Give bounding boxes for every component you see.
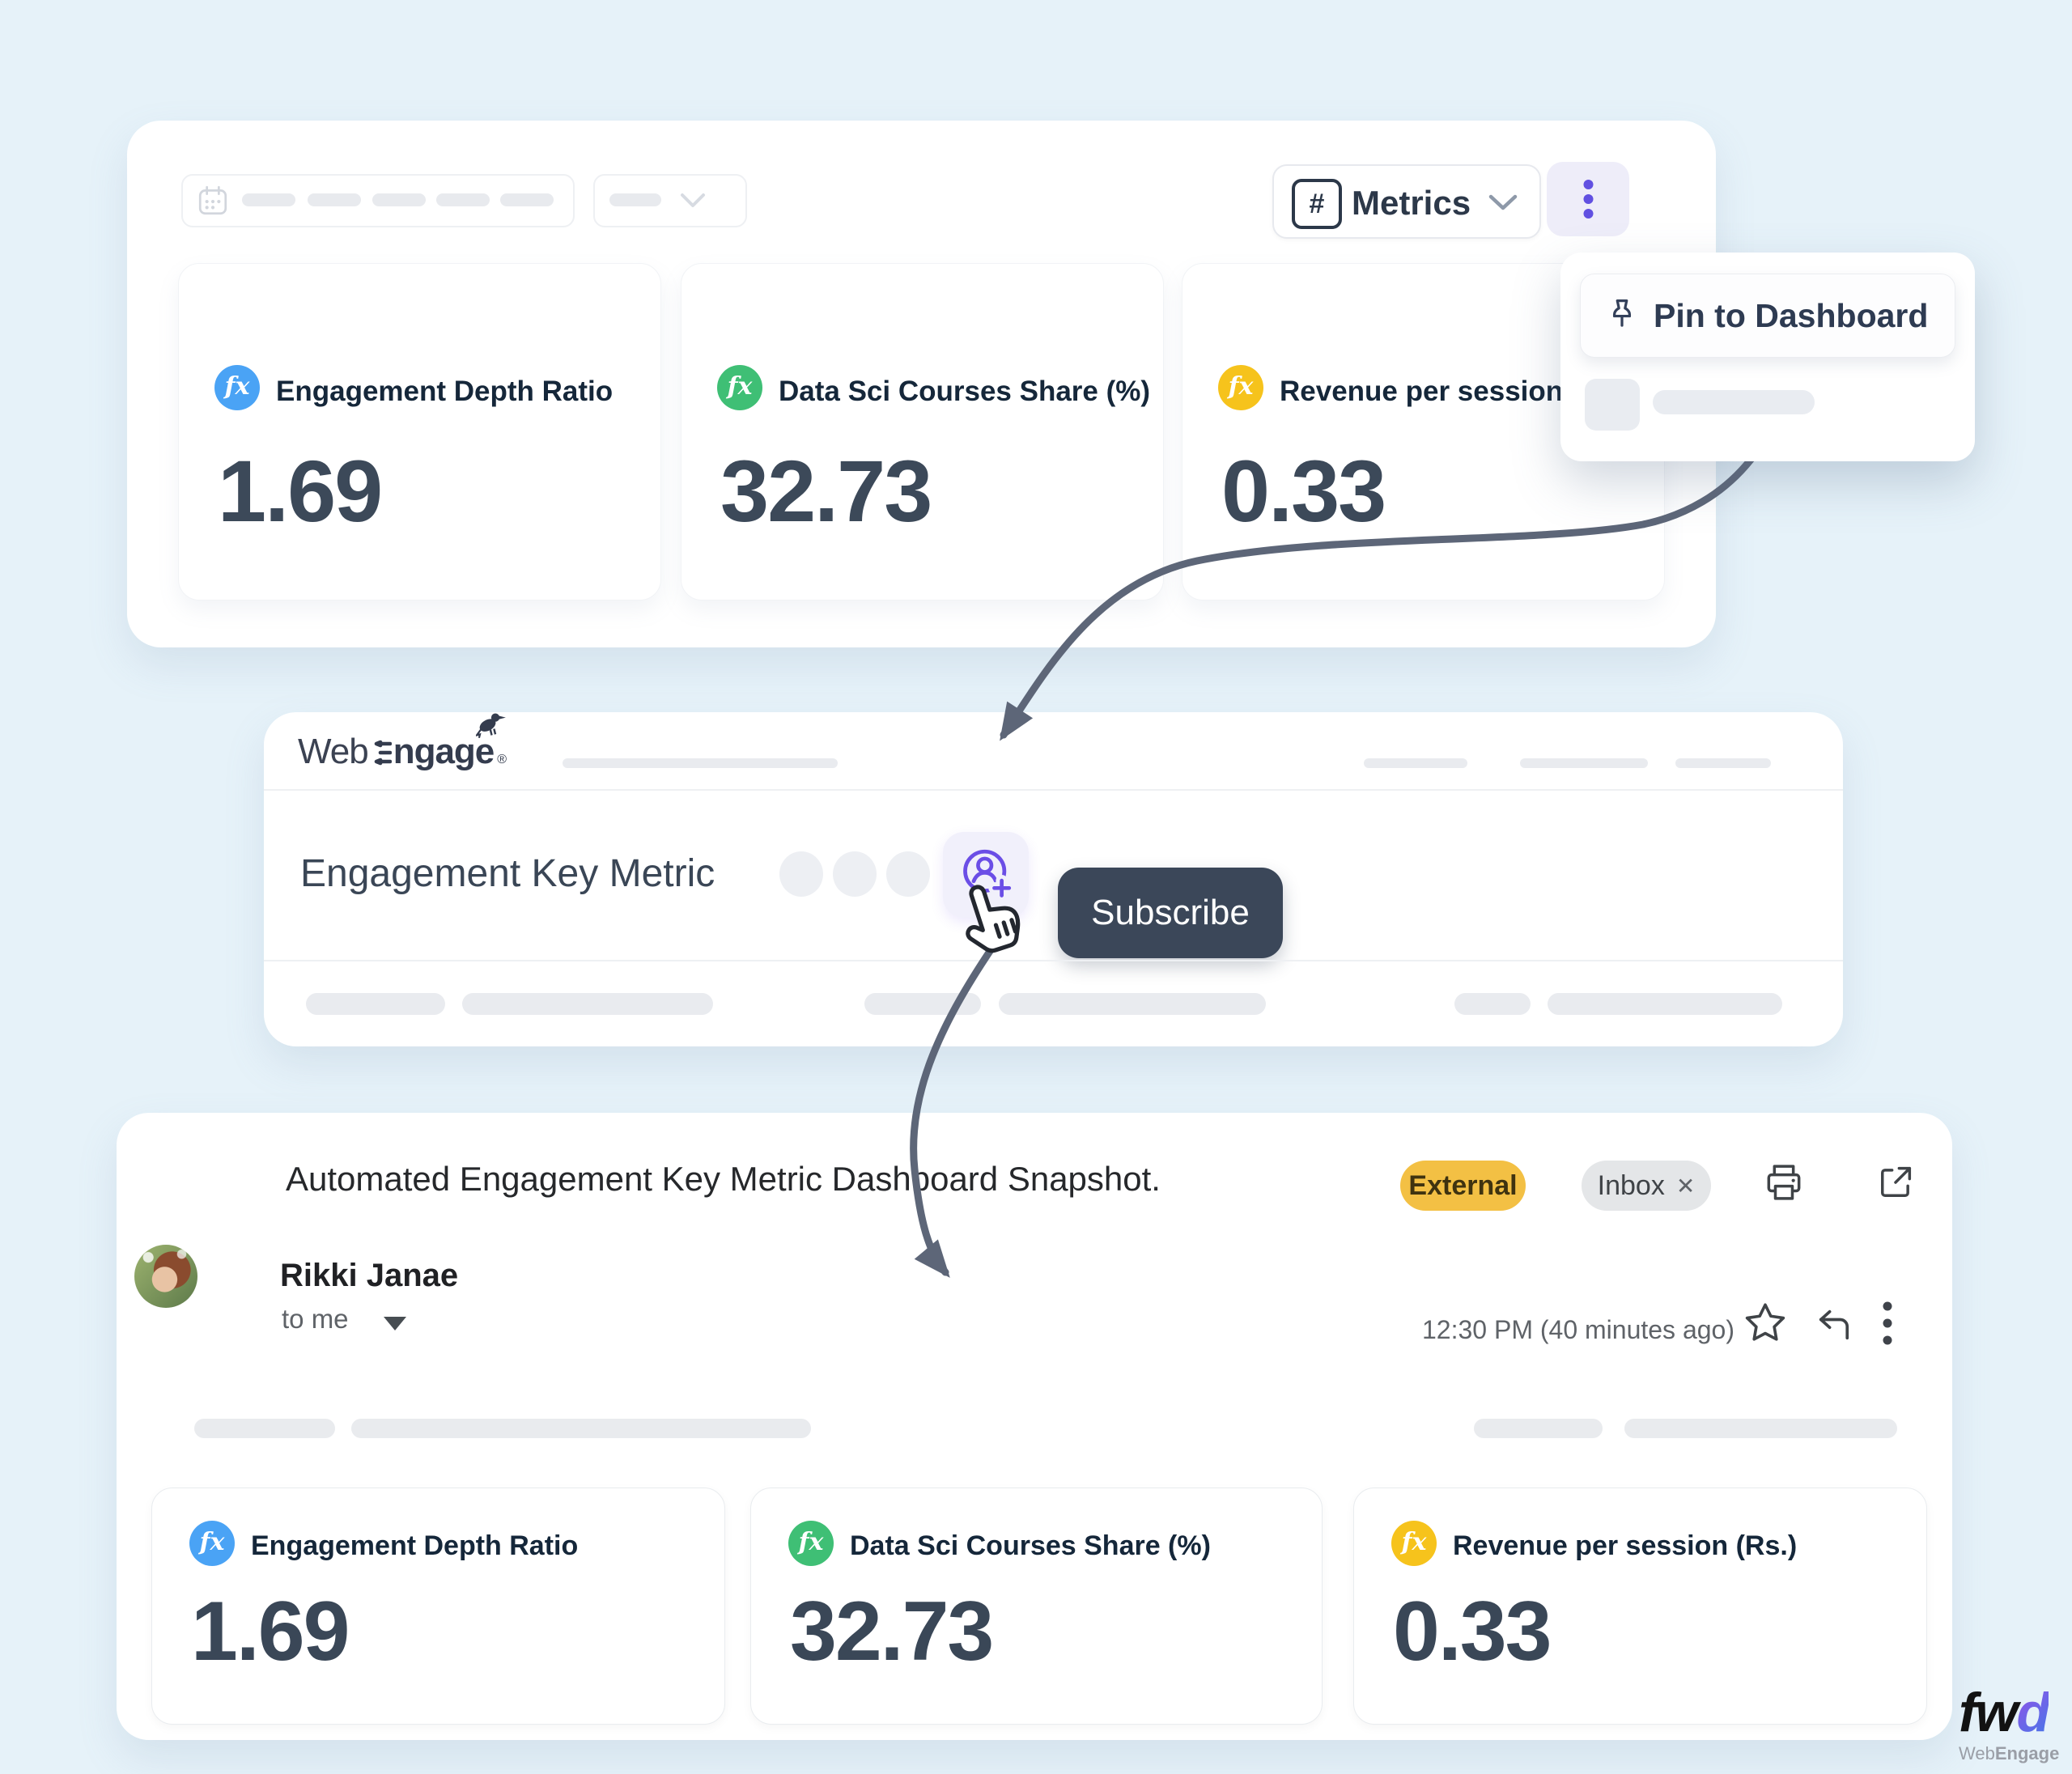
- logo-stylized-e-icon: [371, 740, 392, 767]
- nav-placeholder: [1520, 758, 1648, 768]
- metric-value: 1.69: [191, 1585, 350, 1679]
- fwd-logo-fw: fw: [1959, 1682, 2019, 1743]
- divider: [264, 960, 1843, 961]
- nav-placeholder: [563, 758, 838, 768]
- fwd-logo: fwd WebEngage: [1959, 1685, 2059, 1764]
- body-text-placeholder: [1624, 1419, 1897, 1438]
- chevron-down-icon: [679, 192, 707, 210]
- content-placeholder: [999, 993, 1266, 1015]
- registered-mark: ®: [497, 753, 507, 766]
- content-placeholder: [864, 993, 981, 1015]
- fx-icon: fx: [717, 365, 762, 410]
- remove-label-icon[interactable]: ✕: [1675, 1173, 1696, 1199]
- date-placeholder: [500, 193, 554, 206]
- content-placeholder: [1548, 993, 1782, 1015]
- metrics-dropdown-label: Metrics: [1352, 184, 1471, 222]
- inbox-badge[interactable]: Inbox ✕: [1582, 1161, 1711, 1211]
- action-placeholder-dot: [833, 851, 877, 897]
- body-text-placeholder: [351, 1419, 811, 1438]
- date-placeholder: [242, 193, 295, 206]
- body-text-placeholder: [1474, 1419, 1603, 1438]
- filter-placeholder: [609, 193, 661, 206]
- calendar-icon: [196, 184, 230, 218]
- metric-label: Engagement Depth Ratio: [276, 376, 614, 407]
- metric-value: 32.73: [790, 1585, 994, 1679]
- email-timestamp: 12:30 PM (40 minutes ago): [1422, 1315, 1734, 1344]
- external-badge: External: [1400, 1161, 1526, 1211]
- more-options-button[interactable]: [1547, 162, 1629, 236]
- star-icon[interactable]: [1742, 1299, 1789, 1346]
- metric-label: Revenue per session (Rs.): [1453, 1530, 1798, 1561]
- dashboard-header-bar: Web ngage: [264, 712, 1843, 1046]
- reply-icon[interactable]: [1813, 1304, 1855, 1346]
- logo-web-text: Web: [298, 732, 369, 771]
- action-placeholder-dot: [886, 851, 930, 897]
- content-placeholder: [462, 993, 713, 1015]
- user-plus-icon: [958, 846, 1013, 901]
- metrics-panel: # Metrics fx Engagement Depth Ratio 1.69: [127, 121, 1716, 647]
- date-range-picker[interactable]: [181, 174, 575, 227]
- date-placeholder: [372, 193, 426, 206]
- open-in-new-icon[interactable]: [1875, 1161, 1917, 1203]
- metric-label: Data Sci Courses Share (%): [850, 1530, 1211, 1561]
- hash-glyph: #: [1309, 188, 1325, 219]
- metric-card: fx Data Sci Courses Share (%) 32.73: [750, 1488, 1323, 1725]
- menu-item-label-placeholder: [1653, 390, 1815, 414]
- filter-dropdown[interactable]: [593, 174, 747, 227]
- metric-card: fx Engagement Depth Ratio 1.69: [151, 1488, 725, 1725]
- sender-details-caret-icon[interactable]: [384, 1317, 406, 1330]
- metric-card: fx Engagement Depth Ratio 1.69: [178, 263, 661, 601]
- content-placeholder: [306, 993, 445, 1015]
- sender-to-label: to me: [282, 1304, 349, 1334]
- metric-value: 32.73: [720, 442, 932, 540]
- fwd-logo-d: d: [2016, 1682, 2051, 1743]
- subscribe-label: Subscribe: [1091, 893, 1250, 932]
- divider: [264, 789, 1843, 791]
- metric-value: 0.33: [1221, 442, 1386, 540]
- pin-icon: [1603, 295, 1641, 336]
- avatar[interactable]: [134, 1245, 197, 1308]
- nav-placeholder: [1364, 758, 1467, 768]
- fx-icon: fx: [189, 1521, 235, 1566]
- metric-value: 1.69: [218, 442, 383, 540]
- nav-placeholder: [1675, 758, 1771, 768]
- metric-value: 0.33: [1393, 1585, 1552, 1679]
- subscribe-button[interactable]: Subscribe: [1058, 868, 1283, 958]
- content-placeholder: [1454, 993, 1531, 1015]
- action-placeholder-dot: [779, 851, 823, 897]
- kebab-menu-icon[interactable]: [1883, 1301, 1892, 1346]
- fx-icon: fx: [788, 1521, 834, 1566]
- pin-option-label: Pin to Dashboard: [1654, 297, 1929, 334]
- email-card: Automated Engagement Key Metric Dashboar…: [117, 1113, 1952, 1740]
- footer-brand-web: Web: [1959, 1743, 1995, 1763]
- date-placeholder: [308, 193, 361, 206]
- dashboard-title: Engagement Key Metric: [300, 852, 715, 895]
- pin-to-dashboard-option[interactable]: Pin to Dashboard: [1580, 274, 1955, 358]
- metric-card: fx Data Sci Courses Share (%) 32.73: [681, 263, 1164, 601]
- sender-name: Rikki Janae: [280, 1258, 459, 1293]
- webengage-logo: Web ngage: [298, 713, 507, 772]
- metric-card: fx Revenue per session (Rs.) 0.33: [1353, 1488, 1927, 1725]
- email-subject: Automated Engagement Key Metric Dashboar…: [286, 1160, 1161, 1198]
- print-icon[interactable]: [1761, 1160, 1807, 1205]
- metric-label: Engagement Depth Ratio: [251, 1530, 579, 1561]
- date-placeholder: [436, 193, 490, 206]
- cursor-hand-icon: [950, 871, 1037, 963]
- fx-icon: fx: [1391, 1521, 1437, 1566]
- fx-icon: fx: [214, 365, 260, 410]
- context-menu: Pin to Dashboard: [1560, 253, 1975, 461]
- hash-icon: #: [1292, 179, 1342, 229]
- body-text-placeholder: [194, 1419, 335, 1438]
- logo-engage-text: ngage: [393, 713, 507, 772]
- menu-item-icon-placeholder: [1585, 379, 1640, 431]
- footer-brand-engage: Engage: [1994, 1743, 2060, 1763]
- metric-label: Data Sci Courses Share (%): [779, 376, 1151, 407]
- chevron-down-icon: [1488, 193, 1518, 213]
- fx-icon: fx: [1218, 365, 1263, 410]
- logo-bird-icon: [476, 709, 507, 740]
- metrics-dropdown[interactable]: # Metrics: [1272, 164, 1541, 239]
- kebab-menu-icon: [1583, 180, 1594, 219]
